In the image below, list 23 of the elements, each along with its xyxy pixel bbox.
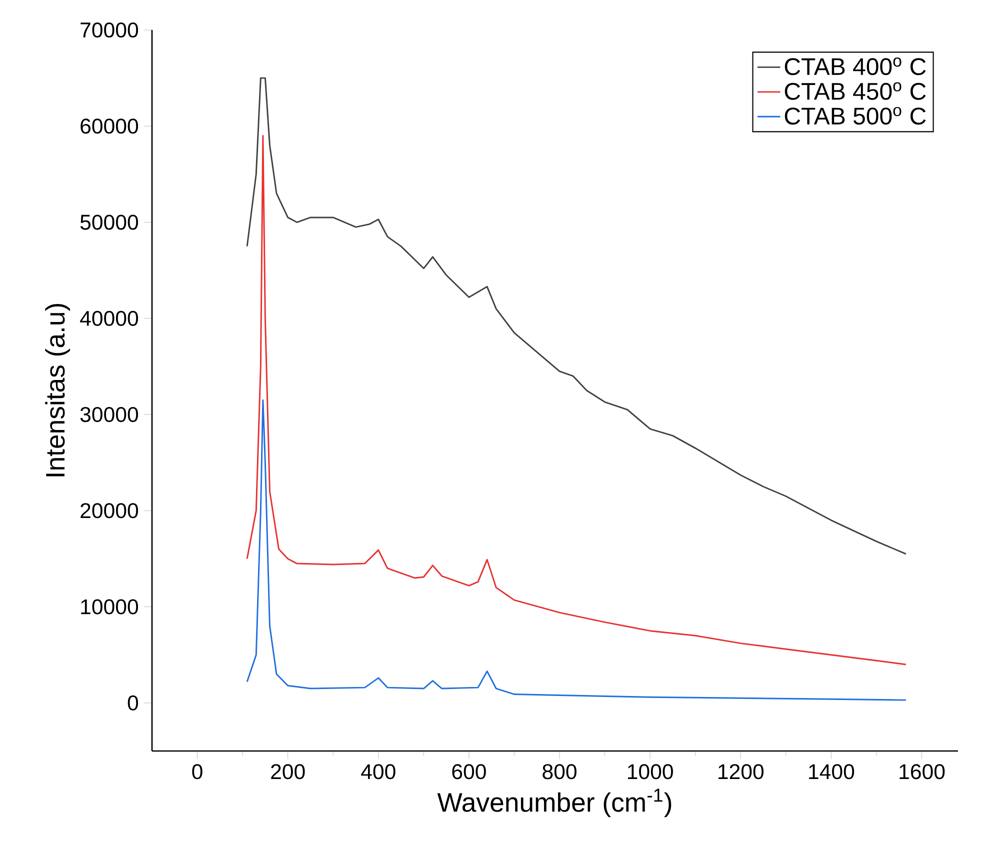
y-tick-label: 20000 xyxy=(80,503,138,518)
x-tick-label: 800 xyxy=(542,764,576,780)
y-tick-label: 50000 xyxy=(80,214,138,230)
legend-label: CTAB 400$^{o}$ C xyxy=(784,58,926,76)
x-tick-label: 600 xyxy=(452,764,486,780)
x-tick-label: 1000 xyxy=(628,764,673,780)
line-series xyxy=(246,77,907,555)
y-tick-label: 70000 xyxy=(80,22,138,38)
legend-label: CTAB 500$^{o}$ C xyxy=(784,106,926,125)
x-axis-title: Wavenumber (cm$^{-1}$) xyxy=(437,788,672,818)
x-tick-label: 1600 xyxy=(900,764,945,780)
y-tick-label: 0 xyxy=(128,695,138,710)
x-tick-label: 1200 xyxy=(718,764,764,780)
x-tick-label: 1400 xyxy=(809,764,854,780)
y-tick-label: 60000 xyxy=(80,118,138,134)
x-tick-label: 200 xyxy=(271,764,305,780)
y-tick-label: 10000 xyxy=(81,599,138,614)
y-axis-title: Intensitas (a.u) xyxy=(45,304,70,476)
y-tick-label: 30000 xyxy=(80,406,138,422)
legend-label: CTAB 450$^{o}$ C xyxy=(784,82,926,100)
x-tick-label: 0 xyxy=(192,764,202,780)
y-tick-label: 40000 xyxy=(80,310,138,326)
x-tick-label: 400 xyxy=(361,764,396,780)
